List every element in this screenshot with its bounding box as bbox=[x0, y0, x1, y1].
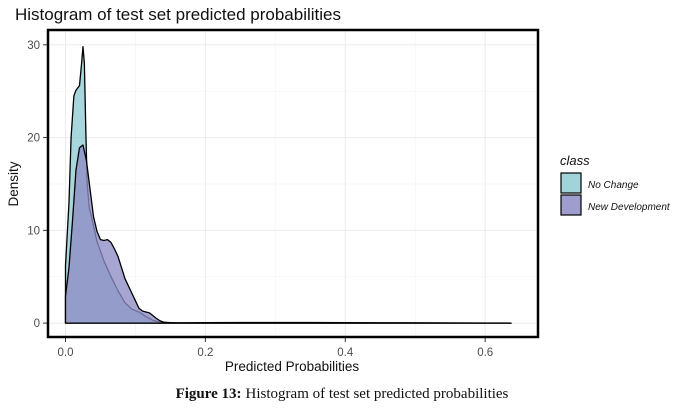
x-tick-label: 0.6 bbox=[477, 347, 493, 359]
legend-swatch-new-development bbox=[560, 194, 582, 216]
legend-swatch-no-change bbox=[560, 172, 582, 194]
plot-panel bbox=[48, 30, 538, 337]
plot-border bbox=[46, 28, 540, 339]
chart-title: Histogram of test set predicted probabil… bbox=[15, 5, 341, 24]
axis-ticks: 0.0 0.2 0.4 0.6 0 10 20 30 bbox=[27, 40, 493, 359]
density-areas bbox=[64, 46, 512, 324]
figure-caption: Figure 13: Histogram of test set predicte… bbox=[176, 386, 509, 402]
figure-caption-label: Figure 13: bbox=[176, 386, 242, 402]
legend-label-new-development: New Development bbox=[588, 202, 671, 213]
legend-label-no-change: No Change bbox=[588, 180, 639, 191]
x-tick-label: 0.2 bbox=[197, 347, 213, 359]
y-tick-label: 30 bbox=[27, 40, 40, 52]
y-tick-label: 20 bbox=[27, 133, 40, 145]
legend: class No Change New Development bbox=[560, 153, 671, 216]
density-area-new-development bbox=[64, 144, 512, 324]
y-axis-label: Density bbox=[6, 161, 21, 206]
figure-caption-text: Histogram of test set predicted probabil… bbox=[246, 386, 509, 402]
x-axis-label: Predicted Probabilities bbox=[225, 359, 360, 374]
legend-title: class bbox=[560, 153, 590, 168]
y-tick-label: 10 bbox=[27, 225, 40, 237]
y-tick-label: 0 bbox=[34, 318, 40, 330]
x-tick-label: 0.0 bbox=[57, 347, 73, 359]
x-tick-label: 0.4 bbox=[337, 347, 354, 359]
